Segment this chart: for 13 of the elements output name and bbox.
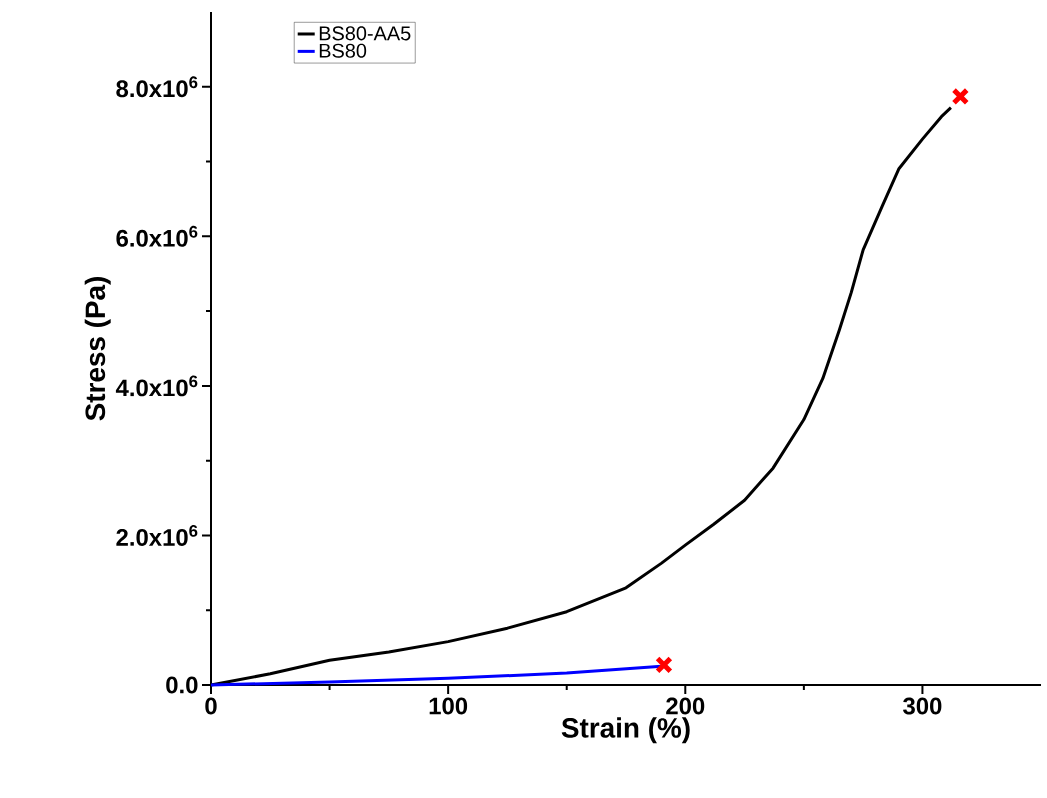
- y-tick-label: 2.0x10$^{6}$: [116, 524, 198, 546]
- legend-label: BS80: [319, 43, 367, 58]
- y-tick-label: 8.0x10$^{6}$: [116, 76, 198, 98]
- x-tick-label: 100: [429, 697, 468, 715]
- y-axis-title: Stress (Pa): [84, 277, 111, 421]
- y-tick-label: 0.0: [166, 676, 198, 694]
- x-tick-label: 200: [666, 697, 705, 715]
- x-tick-label: 300: [903, 697, 942, 715]
- y-tick-label: 4.0x10$^{6}$: [115, 375, 198, 397]
- x-tick-label: 0: [205, 697, 217, 715]
- x-axis-title: Strain (%): [561, 717, 690, 744]
- legend-label: BS80-AA5: [319, 26, 411, 41]
- y-tick-label: 6.0x10$^{6}$: [116, 225, 198, 247]
